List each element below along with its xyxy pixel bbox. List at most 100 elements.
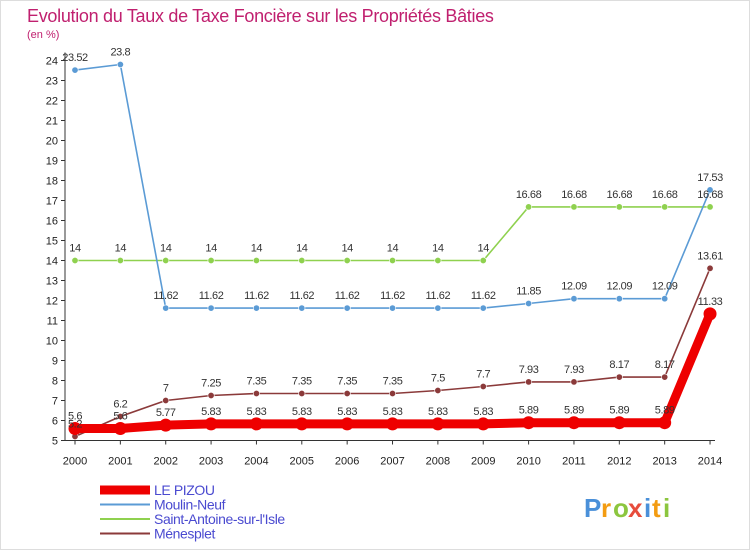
x-tick-label: 2011 (562, 456, 586, 468)
data-point (476, 417, 490, 431)
data-label: 8.17 (609, 359, 629, 371)
data-point (207, 256, 215, 264)
y-axis-unit-label: (en %) (27, 29, 60, 41)
data-point (615, 373, 623, 381)
data-label: 7.35 (337, 376, 357, 388)
data-point (252, 256, 260, 264)
data-point (116, 256, 124, 264)
data-point (615, 203, 623, 211)
data-label: 5.89 (655, 405, 675, 417)
data-label: 7.35 (292, 376, 312, 388)
data-point (340, 417, 354, 431)
x-tick-label: 2003 (199, 456, 223, 468)
data-label: 5.89 (564, 405, 584, 417)
data-label: 14 (432, 243, 444, 255)
y-tick-label: 10 (46, 336, 58, 348)
x-tick-label: 2013 (652, 456, 676, 468)
data-label: 11.62 (426, 290, 451, 302)
data-label: 12.09 (561, 281, 587, 293)
data-label: 5.2 (68, 419, 82, 431)
data-point (298, 256, 306, 264)
data-point (431, 417, 445, 431)
data-label: 5.89 (609, 405, 629, 417)
data-label: 5.83 (292, 406, 312, 418)
x-tick-label: 2001 (108, 456, 132, 468)
data-label: 16.68 (561, 189, 587, 201)
data-point (434, 256, 442, 264)
y-tick-label: 11 (47, 316, 58, 328)
data-label: 11.62 (289, 290, 314, 302)
x-tick-label: 2012 (607, 456, 631, 468)
x-tick-label: 2010 (516, 456, 540, 468)
data-point (204, 417, 218, 431)
data-point (207, 304, 215, 312)
data-label: 7.7 (476, 369, 490, 381)
data-label: 14 (478, 243, 490, 255)
data-label: 11.33 (698, 296, 723, 308)
data-label: 7.35 (247, 376, 267, 388)
brand-letter: P (584, 493, 601, 523)
data-point (343, 304, 351, 312)
data-label: 5.83 (201, 406, 221, 418)
data-label: 11.62 (335, 290, 360, 302)
data-point (479, 382, 487, 390)
legend-entry: Saint-Antoine-sur-l'Isle (154, 511, 285, 527)
y-tick-label: 14 (46, 256, 58, 268)
data-label: 6.2 (113, 399, 127, 411)
data-label: 7.93 (519, 364, 539, 376)
y-tick-label: 15 (46, 236, 58, 248)
data-point (386, 417, 400, 431)
data-point (661, 295, 669, 303)
y-tick-label: 13 (46, 276, 58, 288)
data-label: 12.09 (652, 281, 678, 293)
x-tick-label: 2000 (63, 456, 87, 468)
y-tick-label: 9 (52, 356, 58, 368)
data-label: 5.83 (473, 406, 493, 418)
data-point (298, 389, 306, 397)
data-label: 13.61 (697, 250, 723, 262)
data-point (71, 256, 79, 264)
data-point (706, 203, 714, 211)
data-point (162, 396, 170, 404)
x-tick-label: 2005 (290, 456, 314, 468)
y-tick-label: 6 (52, 416, 58, 428)
data-point (525, 299, 533, 307)
data-label: 14 (341, 243, 353, 255)
data-label: 11.62 (380, 290, 405, 302)
data-point (479, 256, 487, 264)
data-label: 14 (69, 243, 81, 255)
data-label: 7 (163, 383, 169, 395)
data-point (207, 391, 215, 399)
brand-letter: x (628, 493, 643, 523)
data-label: 23.52 (62, 52, 88, 64)
brand-letter: i (644, 493, 651, 523)
brand-letter: t (652, 493, 661, 523)
data-point (113, 422, 127, 435)
data-label: 16.68 (607, 189, 633, 201)
data-point (612, 416, 626, 430)
y-tick-label: 24 (46, 56, 58, 68)
data-label: 11.62 (199, 290, 224, 302)
data-label: 5.83 (247, 406, 267, 418)
data-point (159, 418, 173, 432)
data-point (68, 422, 82, 435)
legend-entry: Moulin-Neuf (154, 497, 226, 513)
data-point (249, 417, 263, 431)
data-label: 16.68 (516, 189, 542, 201)
data-label: 5.83 (383, 406, 403, 418)
y-tick-label: 18 (46, 176, 58, 188)
data-label: 12.09 (607, 281, 633, 293)
data-label: 14 (160, 243, 172, 255)
y-tick-label: 21 (46, 116, 58, 128)
data-label: 7.5 (431, 373, 445, 385)
data-label: 14 (115, 243, 127, 255)
data-label: 14 (205, 243, 217, 255)
data-point (615, 295, 623, 303)
data-point (295, 417, 309, 431)
data-point (525, 378, 533, 386)
y-tick-label: 23 (46, 76, 58, 88)
data-point (162, 256, 170, 264)
data-label: 5.83 (337, 406, 357, 418)
data-point (434, 386, 442, 394)
